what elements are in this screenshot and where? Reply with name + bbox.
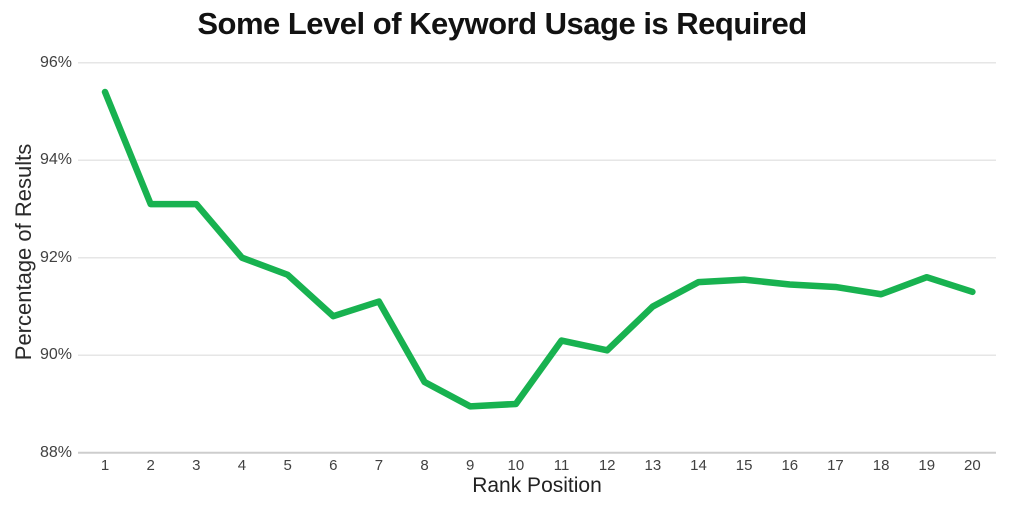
x-tick-label: 18 xyxy=(872,457,890,474)
x-tick-label: 1 xyxy=(100,457,110,474)
x-tick-label: 13 xyxy=(644,457,662,474)
x-axis-title: Rank Position xyxy=(472,474,602,497)
x-tick-label: 14 xyxy=(690,457,707,474)
x-tick-label: 8 xyxy=(420,457,429,474)
y-tick-label: 88% xyxy=(39,443,72,461)
line-series xyxy=(101,88,976,410)
x-tick-label: 12 xyxy=(598,457,616,474)
x-tick-label: 4 xyxy=(237,457,247,474)
x-tick-label: 3 xyxy=(192,457,201,474)
x-tick-label: 20 xyxy=(964,457,981,474)
x-tick-label: 15 xyxy=(735,457,753,474)
x-tick-label: 19 xyxy=(918,457,936,474)
y-tick-label: 90% xyxy=(39,346,72,364)
x-tick-label: 7 xyxy=(374,457,384,474)
x-tick-label: 16 xyxy=(781,457,799,474)
x-tick-label: 2 xyxy=(146,457,155,474)
x-tick-label: 11 xyxy=(553,457,570,474)
x-tick-label: 17 xyxy=(827,457,844,474)
x-tick-label: 6 xyxy=(329,457,338,474)
x-tick-label: 10 xyxy=(507,457,525,474)
x-tick-label: 5 xyxy=(283,457,292,474)
chart-title: Some Level of Keyword Usage is Required xyxy=(197,6,807,41)
y-tick-label: 94% xyxy=(39,151,72,169)
y-tick-label: 96% xyxy=(39,53,72,71)
y-tick-label: 92% xyxy=(39,248,72,266)
x-tick-label: 9 xyxy=(466,457,475,474)
